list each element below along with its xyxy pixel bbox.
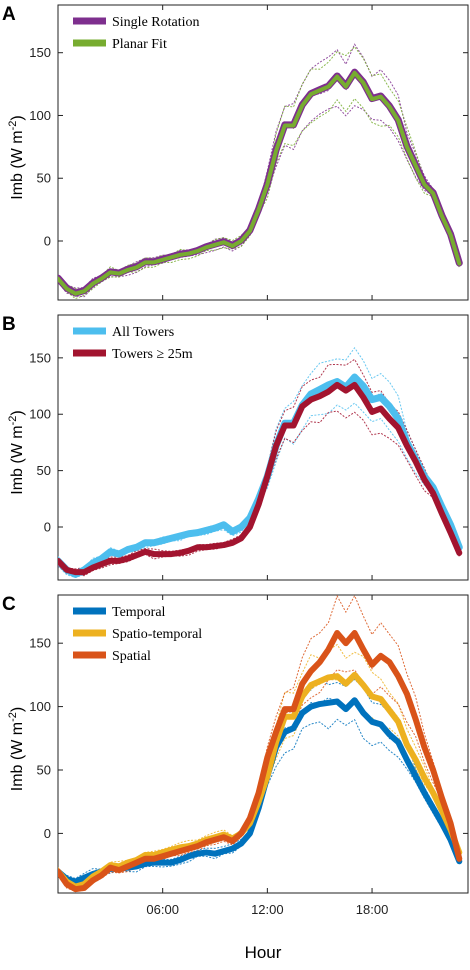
- legend-label: Single Rotation: [112, 15, 200, 30]
- y-tick-label: 100: [29, 699, 51, 714]
- legend: All Towers Towers ≥ 25m: [73, 325, 193, 362]
- site-trace: [58, 73, 460, 294]
- axes-frame: [57, 314, 469, 581]
- site-trace: [58, 629, 460, 892]
- y-tick-label: 100: [29, 108, 51, 123]
- x-tick-label: 06:00: [146, 902, 179, 917]
- legend: Single Rotation Planar Fit: [73, 15, 200, 52]
- panel-a: A 0 50 100 150 Imb (W m-2) Single Rotation Plan…: [2, 4, 469, 301]
- axes-frame: [57, 594, 469, 894]
- legend-label: Planar Fit: [112, 37, 167, 52]
- panel-b: B 0 50 100 150 Imb (W m-2) All Towers Towers ≥ …: [2, 314, 469, 581]
- y-axis-label: Imb (W m-2): [7, 410, 26, 494]
- axes-frame: [57, 4, 469, 301]
- y-tick-label: 0: [44, 826, 51, 841]
- panel-letter: B: [2, 314, 16, 335]
- site-trace: [58, 72, 460, 294]
- site-trace: [58, 718, 460, 887]
- y-tick-label: 150: [29, 45, 51, 60]
- y-tick-label: 50: [37, 762, 51, 777]
- series-line-2: [58, 70, 462, 296]
- legend-label: Towers ≥ 25m: [112, 347, 193, 362]
- x-tick-label: 12:00: [251, 902, 284, 917]
- series-line-1: [58, 68, 463, 297]
- y-tick-label: 0: [44, 234, 51, 249]
- series-line-1: [58, 373, 463, 578]
- y-tick-label: 50: [37, 463, 51, 478]
- panel-letter: A: [2, 4, 16, 25]
- site-trace: [58, 346, 460, 571]
- x-tick-label: 18:00: [356, 902, 389, 917]
- y-tick-label: 150: [29, 350, 51, 365]
- site-trace: [58, 43, 460, 289]
- panel-c: C 0 50 100 150 06:00 12:00 18:00 Imb (W m-2) Temp…: [2, 594, 469, 917]
- series-line-3: [58, 630, 463, 893]
- legend-label: Spatial: [112, 649, 151, 664]
- site-trace: [58, 105, 460, 298]
- y-tick-label: 100: [29, 407, 51, 422]
- plot-area: [58, 595, 463, 893]
- y-tick-label: 0: [44, 520, 51, 535]
- site-trace: [58, 358, 460, 570]
- site-trace: [58, 677, 460, 879]
- panel-letter: C: [2, 594, 16, 615]
- site-trace: [58, 46, 460, 290]
- legend: Temporal Spatio-temporal Spatial: [73, 605, 202, 664]
- legend-label: All Towers: [112, 325, 174, 340]
- plot-area: [58, 346, 463, 579]
- legend-label: Temporal: [112, 605, 166, 620]
- x-axis-label: Hour: [245, 943, 282, 962]
- y-axis-label: Imb (W m-2): [7, 115, 26, 199]
- y-tick-label: 50: [37, 171, 51, 186]
- plot-area: [58, 43, 463, 300]
- series-line-2: [58, 381, 463, 576]
- site-trace: [58, 377, 460, 574]
- legend-label: Spatio-temporal: [112, 627, 202, 642]
- y-tick-label: 150: [29, 636, 51, 651]
- y-axis-label: Imb (W m-2): [7, 707, 26, 791]
